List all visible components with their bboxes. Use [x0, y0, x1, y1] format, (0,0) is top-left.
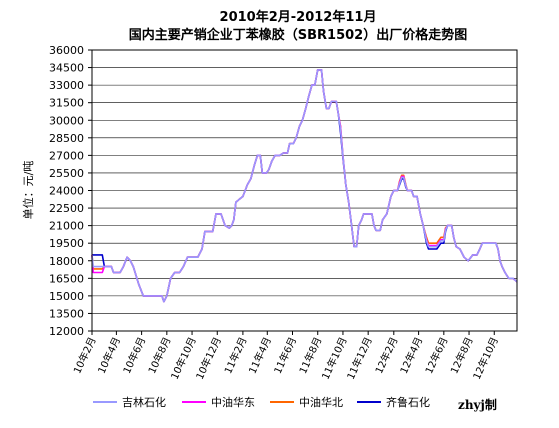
- y-tick-label: 22500: [49, 202, 84, 215]
- y-tick-label: 21000: [49, 220, 84, 233]
- y-tick-label: 24000: [49, 185, 84, 198]
- chart-watermark: zhyj制: [458, 397, 497, 412]
- y-tick-label: 15000: [49, 290, 84, 303]
- legend-label: 齐鲁石化: [386, 395, 430, 409]
- x-tick-label: 12年6月: [422, 335, 450, 376]
- series-line: [91, 69, 518, 303]
- y-axis-ticks: 12000 13500 15000 16500 18000 19500 21000 22500…: [49, 44, 92, 338]
- chart-subtitle: 国内主要产销企业丁苯橡胶（SBR1502）出厂价格走势图: [129, 27, 467, 43]
- y-tick-label: 13500: [49, 307, 84, 320]
- y-tick-label: 31500: [49, 97, 84, 110]
- x-tick-label: 10年2月: [70, 335, 98, 376]
- x-tick-label: 10年4月: [95, 335, 123, 376]
- legend: 吉林石化 中油华东 中油华北 齐鲁石化: [93, 395, 430, 409]
- x-tick-label: 12年4月: [397, 335, 425, 376]
- x-tick-label: 11年4月: [246, 335, 274, 376]
- x-tick-label: 12年2月: [372, 335, 400, 376]
- y-tick-label: 30000: [49, 114, 84, 127]
- y-tick-label: 28500: [49, 132, 84, 145]
- y-tick-label: 18000: [49, 255, 84, 268]
- y-tick-label: 16500: [49, 272, 84, 285]
- series-line: [91, 69, 518, 303]
- x-tick-label: 11年6月: [271, 335, 299, 376]
- y-tick-label: 19500: [49, 237, 84, 250]
- x-tick-label: 10年8月: [145, 335, 173, 376]
- x-tick-label: 11年8月: [296, 335, 324, 376]
- chart-title: 2010年2月-2012年11月: [220, 9, 377, 25]
- y-tick-label: 34500: [49, 62, 84, 75]
- y-tick-label: 12000: [49, 325, 84, 338]
- y-axis-label: 单位：元/吨: [21, 161, 35, 220]
- x-tick-label: 11年2月: [221, 335, 249, 376]
- y-tick-label: 36000: [49, 44, 84, 57]
- y-tick-label: 27000: [49, 149, 84, 162]
- grid-lines: [92, 49, 517, 332]
- y-tick-label: 25500: [49, 167, 84, 180]
- legend-label: 中油华北: [299, 395, 343, 409]
- series-line: [91, 69, 518, 303]
- x-tick-label: 10年6月: [120, 335, 148, 376]
- series-lines: [91, 69, 518, 303]
- plot-frame: [91, 49, 518, 332]
- y-tick-label: 33000: [49, 79, 84, 92]
- legend-label: 吉林石化: [122, 395, 166, 409]
- legend-label: 中油华东: [211, 395, 255, 409]
- x-tick-label: 12年8月: [447, 335, 475, 376]
- series-line: [92, 69, 518, 303]
